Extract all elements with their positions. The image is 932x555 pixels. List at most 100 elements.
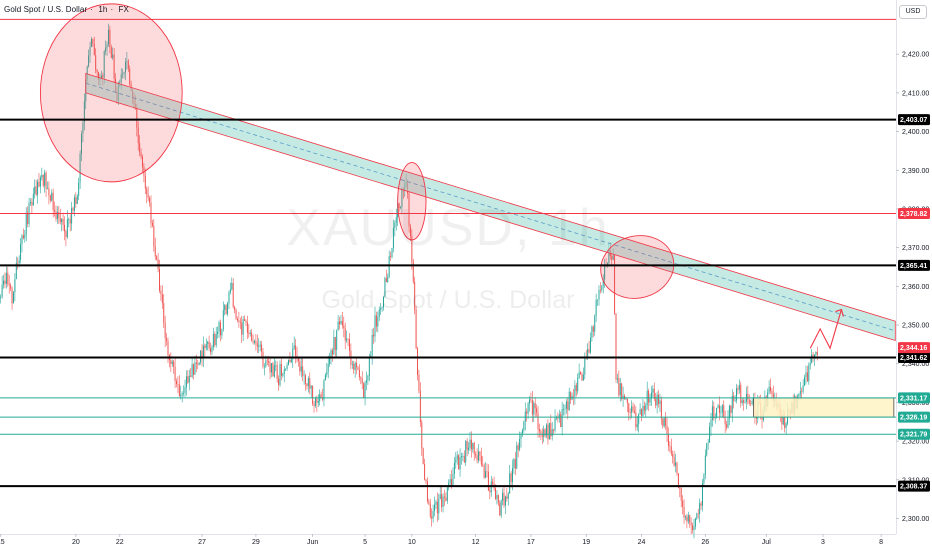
- candle-body: [73, 197, 75, 211]
- currency-button[interactable]: USD: [899, 5, 927, 19]
- highlight-ellipse[interactable]: [39, 3, 183, 183]
- candle-body: [44, 172, 46, 186]
- candle-body: [215, 333, 217, 346]
- candle-body: [648, 390, 650, 403]
- header-symbol: Gold Spot / U.S. Dollar: [4, 5, 88, 14]
- candle-body: [76, 195, 78, 204]
- candle-body: [312, 385, 314, 404]
- candle-body: [631, 406, 633, 413]
- candle-body: [303, 375, 305, 377]
- candle-body: [176, 380, 178, 385]
- candle-body: [356, 362, 358, 368]
- candle-body: [238, 320, 240, 322]
- candle-body: [56, 212, 58, 219]
- candle-body: [564, 408, 566, 410]
- candle-body: [589, 337, 591, 353]
- candle-body: [689, 514, 691, 523]
- candle-body: [451, 479, 453, 486]
- candle-body: [470, 439, 472, 450]
- candle-body: [336, 330, 338, 350]
- candle-body: [100, 75, 102, 79]
- candle-body: [290, 359, 292, 362]
- candle-body: [35, 186, 37, 195]
- candle-body: [479, 451, 481, 456]
- candle-body: [365, 380, 367, 383]
- x-tick-label: 10: [408, 539, 416, 546]
- candle-body: [222, 310, 224, 330]
- candle-body: [696, 513, 698, 519]
- candle-body: [577, 377, 579, 392]
- candle-body: [127, 61, 129, 69]
- candle-body: [815, 351, 817, 355]
- candle-body: [198, 362, 200, 365]
- candle-body: [694, 518, 696, 527]
- candle-body: [302, 366, 304, 376]
- candle-body: [530, 399, 532, 401]
- candle-body: [164, 322, 166, 338]
- candle-body: [153, 225, 155, 247]
- candle-body: [378, 309, 380, 317]
- candle-body: [207, 341, 209, 344]
- candle-body: [306, 383, 308, 387]
- candle-body: [275, 364, 277, 366]
- candle-body: [82, 122, 84, 134]
- candle-body: [374, 315, 376, 337]
- candle-body: [690, 522, 692, 526]
- candle-body: [178, 384, 180, 397]
- candle-body: [14, 279, 16, 293]
- candle-body: [66, 219, 68, 238]
- candle-body: [385, 278, 387, 283]
- candle-body: [811, 354, 813, 364]
- candle-body: [3, 280, 5, 285]
- candle-body: [502, 492, 504, 501]
- candle-body: [48, 188, 50, 196]
- y-tick-label: 2,300.00: [902, 516, 929, 523]
- candle-body: [485, 471, 487, 478]
- candle-body: [214, 334, 216, 346]
- candle-body: [424, 464, 426, 480]
- candle-body: [221, 329, 223, 336]
- candle-body: [693, 526, 695, 531]
- candle-body: [415, 309, 417, 349]
- candle-body: [224, 305, 226, 311]
- x-tick-label: 12: [472, 539, 480, 546]
- highlight-ellipse[interactable]: [397, 162, 427, 241]
- candle-body: [412, 262, 414, 282]
- candle-body: [524, 411, 526, 422]
- consolidation-zone[interactable]: [753, 397, 895, 418]
- candle-body: [748, 399, 750, 404]
- projection-arrow[interactable]: [809, 309, 842, 350]
- candle-body: [92, 38, 94, 45]
- candle-body: [560, 414, 562, 428]
- candle-body: [1, 284, 3, 297]
- candle-body: [173, 361, 175, 367]
- candle-body: [394, 222, 396, 228]
- candle-body: [435, 501, 437, 505]
- candle-body: [119, 82, 121, 83]
- candle-body: [625, 398, 627, 400]
- candle-body: [723, 405, 725, 419]
- highlight-ellipse[interactable]: [594, 228, 681, 307]
- candle-body: [514, 459, 516, 469]
- candle-body: [331, 350, 333, 355]
- candle-body: [107, 29, 109, 45]
- candle-body: [563, 409, 565, 410]
- candle-body: [592, 326, 594, 332]
- candle-body: [183, 392, 185, 394]
- candle-body: [633, 410, 635, 413]
- candle-body: [740, 384, 742, 404]
- candle-body: [483, 465, 485, 478]
- candle-body: [32, 193, 34, 206]
- price-axis[interactable]: [896, 0, 932, 550]
- candle-body: [370, 355, 372, 357]
- candle-body: [414, 281, 416, 310]
- candle-body: [473, 442, 475, 455]
- candle-body: [466, 441, 468, 450]
- candle-body: [37, 181, 39, 195]
- candle-body: [49, 195, 51, 201]
- candle-body: [205, 343, 207, 349]
- y-tick-label: 2,330.00: [902, 400, 929, 407]
- candle-body: [683, 506, 685, 518]
- candle-body: [75, 197, 77, 204]
